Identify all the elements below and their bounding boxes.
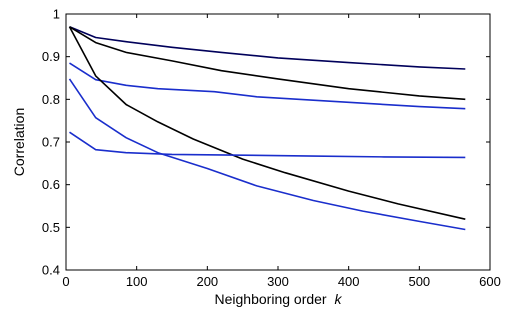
series-layer [68,26,466,231]
y-tick-label: 0.5 [42,220,60,235]
x-tick-label: 100 [126,274,148,289]
y-tick-label: 0.9 [42,49,60,64]
x-axis-label-text: Neighboring order [215,291,327,307]
x-tick-label: 300 [267,274,289,289]
x-axis: 0 100 200 300 400 500 600 [62,14,501,289]
x-tick-label: 0 [62,274,69,289]
x-tick-label: 500 [408,274,430,289]
x-axis-label: Neighboring order k [215,291,343,307]
series-line-4 [68,26,466,220]
y-axis: 0.4 0.5 0.6 0.7 0.8 0.9 1 [42,7,490,278]
y-tick-label: 0.8 [42,92,60,107]
x-axis-label-variable: k [334,291,342,307]
y-tick-label: 0.6 [42,177,60,192]
x-tick-label: 600 [479,274,501,289]
series-line-6 [69,131,466,159]
y-tick-label: 1 [53,7,60,22]
series-line-2 [69,26,466,101]
x-tick-label: 200 [196,274,218,289]
y-tick-label: 0.7 [42,135,60,150]
series-line-1 [69,26,466,70]
series-line-3 [69,62,466,110]
series-line-5 [68,78,466,231]
x-tick-label: 400 [338,274,360,289]
y-axis-label: Correlation [11,108,27,176]
y-tick-label: 0.4 [42,263,60,278]
